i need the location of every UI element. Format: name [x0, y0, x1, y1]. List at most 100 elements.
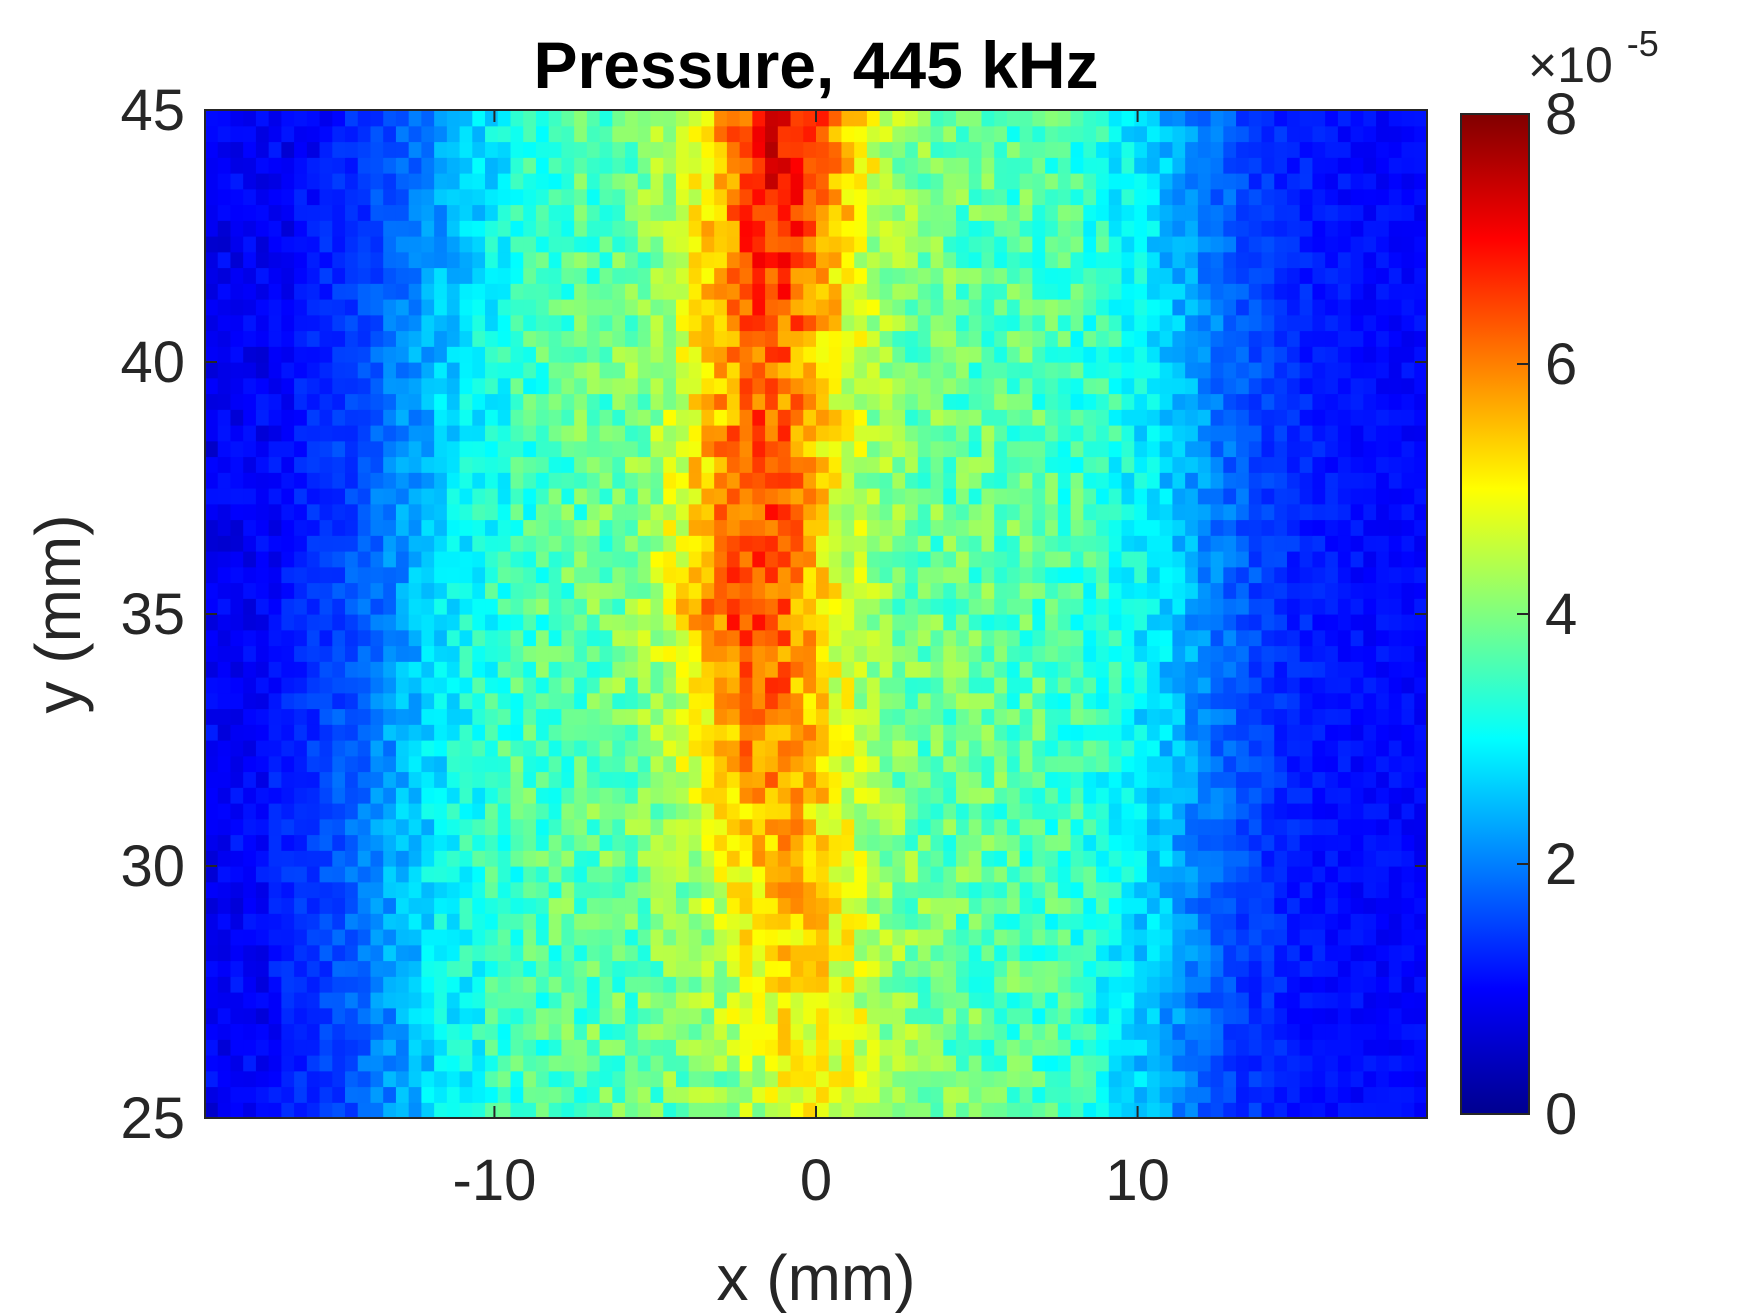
heatmap-cell — [663, 724, 677, 741]
heatmap-cell — [1146, 551, 1161, 568]
heatmap-cell — [319, 913, 333, 930]
heatmap-cell — [994, 362, 1008, 379]
heatmap-cell — [485, 519, 499, 536]
heatmap-cell — [1070, 1055, 1084, 1072]
heatmap-cell — [255, 787, 270, 804]
heatmap-cell — [510, 1023, 524, 1040]
heatmap-cell — [1286, 393, 1301, 410]
heatmap-cell — [956, 1102, 970, 1118]
heatmap-cell — [663, 614, 677, 631]
heatmap-cell — [497, 503, 512, 521]
heatmap-cell — [1083, 929, 1097, 946]
heatmap-cell — [752, 850, 766, 867]
heatmap-cell — [268, 740, 282, 757]
heatmap-cell — [981, 897, 995, 914]
heatmap-cell — [866, 362, 881, 379]
heatmap-cell — [892, 488, 906, 505]
heatmap-cell — [714, 897, 728, 914]
heatmap-cell — [1363, 803, 1377, 820]
heatmap-cell — [841, 787, 855, 804]
heatmap-cell — [701, 645, 715, 662]
heatmap-cell — [599, 629, 613, 647]
heatmap-cell — [217, 692, 232, 710]
heatmap-cell — [777, 929, 792, 946]
heatmap-cell — [1006, 740, 1021, 757]
heatmap-cell — [561, 346, 575, 363]
heatmap-cell — [675, 456, 690, 473]
heatmap-cell — [956, 881, 970, 899]
heatmap-cell — [790, 724, 804, 741]
heatmap-cell — [790, 409, 804, 426]
heatmap-cell — [956, 960, 970, 977]
heatmap-cell — [217, 850, 232, 867]
heatmap-cell — [1006, 472, 1021, 489]
heatmap-cell — [739, 850, 753, 867]
heatmap-cell — [1414, 519, 1427, 536]
heatmap-cell — [1299, 551, 1314, 568]
heatmap-cell — [879, 803, 893, 820]
heatmap-cell — [1057, 535, 1072, 552]
heatmap-cell — [205, 425, 219, 442]
heatmap-cell — [1312, 535, 1326, 552]
heatmap-cell — [1337, 456, 1352, 473]
heatmap-cell — [828, 850, 843, 867]
heatmap-cell — [1108, 976, 1123, 993]
heatmap-cell — [1108, 992, 1123, 1009]
heatmap-cell — [968, 661, 983, 678]
heatmap-cell — [434, 314, 448, 332]
heatmap-cell — [828, 771, 843, 788]
heatmap-cell — [930, 740, 944, 757]
heatmap-cell — [1121, 771, 1135, 788]
heatmap-cell — [1045, 1086, 1059, 1103]
heatmap-cell — [434, 519, 448, 536]
heatmap-cell — [1045, 330, 1059, 347]
heatmap-cell — [663, 740, 677, 757]
heatmap-cell — [930, 929, 944, 946]
heatmap-cell — [854, 503, 868, 521]
heatmap-cell — [879, 377, 893, 395]
heatmap-cell — [535, 1070, 550, 1088]
heatmap-cell — [917, 692, 932, 710]
heatmap-cell — [255, 409, 270, 426]
heatmap-cell — [1108, 503, 1123, 521]
heatmap-cell — [675, 881, 690, 899]
heatmap-cell — [1045, 488, 1059, 505]
heatmap-cell — [1185, 755, 1199, 773]
heatmap-cell — [1121, 346, 1135, 363]
heatmap-cell — [981, 535, 995, 552]
heatmap-cell — [701, 834, 715, 851]
heatmap-cell — [1401, 614, 1415, 631]
heatmap-cell — [866, 677, 881, 694]
heatmap-cell — [1159, 1039, 1174, 1056]
heatmap-cell — [765, 346, 779, 363]
heatmap-cell — [917, 582, 932, 599]
heatmap-cell — [726, 409, 741, 426]
heatmap-cell — [1274, 472, 1288, 489]
heatmap-cell — [752, 472, 766, 489]
heatmap-cell — [765, 755, 779, 773]
heatmap-cell — [485, 346, 499, 363]
heatmap-cell — [943, 850, 957, 867]
heatmap-cell — [1172, 582, 1186, 599]
heatmap-cell — [1325, 692, 1339, 710]
heatmap-cell — [803, 1086, 817, 1103]
heatmap-cell — [637, 850, 652, 867]
heatmap-cell — [561, 1086, 575, 1103]
heatmap-cell — [523, 771, 537, 788]
heatmap-cell — [408, 393, 422, 410]
heatmap-cell — [1019, 771, 1033, 788]
heatmap-cell — [1236, 598, 1250, 615]
heatmap-cell — [1299, 929, 1314, 946]
heatmap-cell — [548, 362, 563, 379]
heatmap-cell — [816, 881, 830, 899]
heatmap-cell — [319, 771, 333, 788]
heatmap-cell — [383, 535, 397, 552]
heatmap-cell — [956, 472, 970, 489]
heatmap-cell — [968, 692, 983, 710]
heatmap-cell — [1108, 614, 1123, 631]
heatmap-cell — [1108, 1023, 1123, 1040]
heatmap-cell — [1146, 724, 1161, 741]
heatmap-cell — [1108, 834, 1123, 851]
heatmap-cell — [1057, 629, 1072, 647]
heatmap-cell — [243, 582, 257, 599]
